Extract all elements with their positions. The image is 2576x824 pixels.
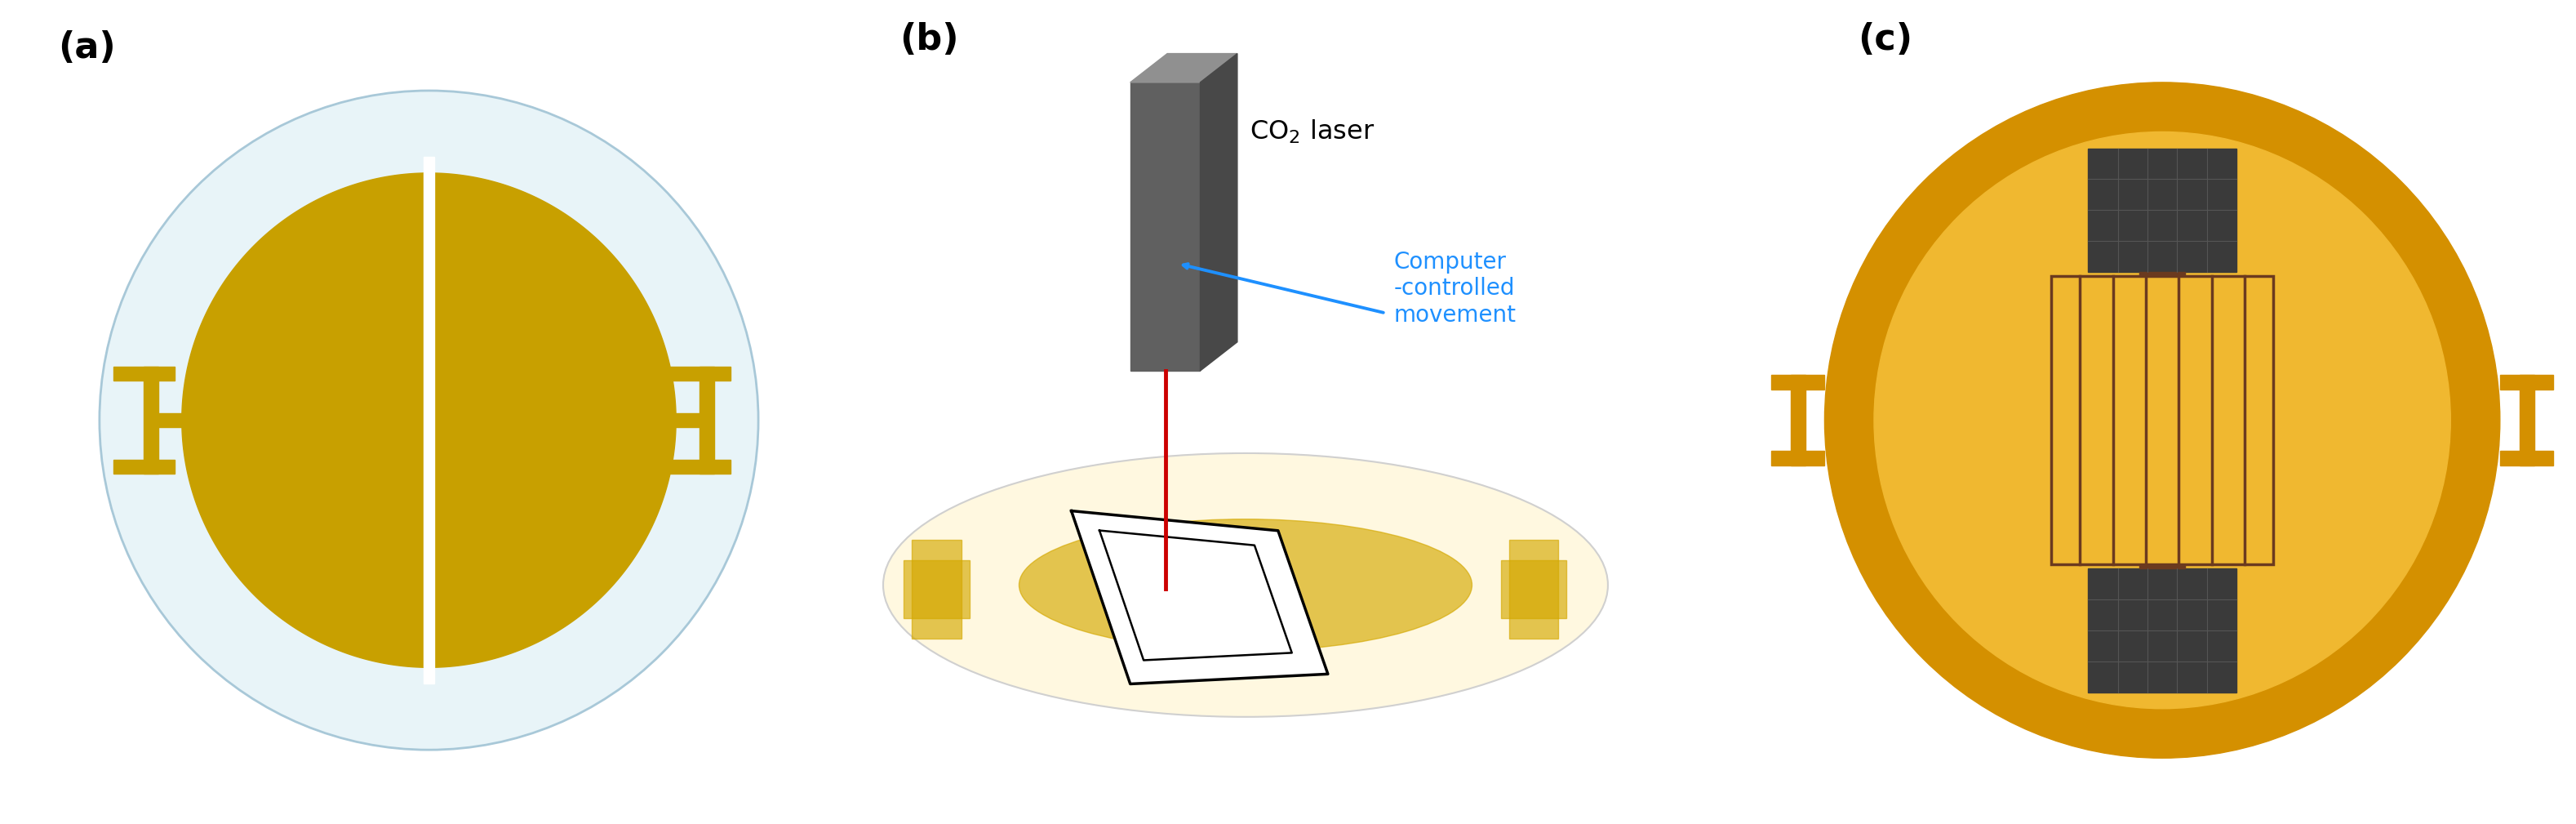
Polygon shape: [1200, 54, 1236, 371]
Bar: [2141, 564, 2184, 569]
Bar: [113, 460, 175, 474]
Circle shape: [1873, 132, 2450, 709]
Polygon shape: [1131, 82, 1200, 371]
Bar: [1502, 560, 1566, 618]
Ellipse shape: [1020, 519, 1471, 651]
Bar: [912, 540, 961, 639]
Text: (c): (c): [1857, 21, 1911, 57]
Bar: [1790, 375, 1806, 466]
Bar: [2050, 276, 2275, 564]
Bar: [1510, 540, 1558, 639]
Circle shape: [1824, 82, 2499, 758]
Bar: [701, 367, 714, 474]
Bar: [2141, 272, 2184, 276]
Bar: [1772, 451, 1824, 466]
Text: CO$_2$ laser: CO$_2$ laser: [1249, 118, 1376, 146]
Bar: [2089, 569, 2236, 692]
Text: (b): (b): [899, 21, 958, 57]
Bar: [1772, 375, 1824, 390]
Bar: [157, 413, 183, 427]
Text: (a): (a): [59, 30, 116, 65]
Polygon shape: [1072, 511, 1327, 684]
Bar: [144, 367, 157, 474]
Bar: [2519, 375, 2535, 466]
Polygon shape: [183, 173, 430, 667]
Bar: [670, 367, 732, 381]
Text: Computer
-controlled
movement: Computer -controlled movement: [1394, 250, 1517, 326]
Ellipse shape: [884, 453, 1607, 717]
Polygon shape: [1131, 54, 1236, 82]
Bar: [670, 460, 732, 474]
Bar: [2499, 451, 2553, 466]
Bar: [113, 367, 175, 381]
Circle shape: [100, 91, 757, 750]
Bar: [675, 413, 701, 427]
Bar: [904, 560, 969, 618]
Bar: [2499, 375, 2553, 390]
Polygon shape: [430, 173, 675, 667]
Bar: [2089, 148, 2236, 272]
Bar: [425, 157, 433, 684]
